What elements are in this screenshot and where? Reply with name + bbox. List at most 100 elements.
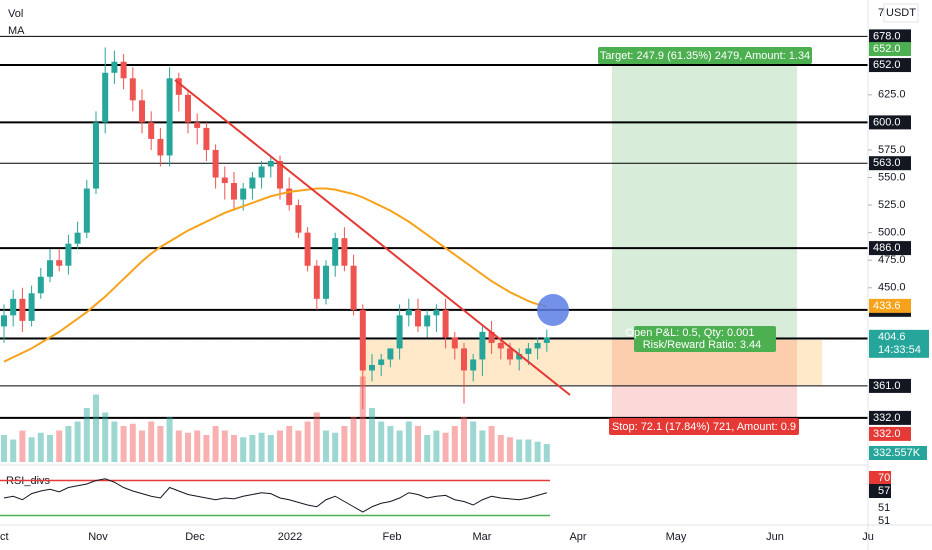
price-tag-box xyxy=(869,241,911,256)
candle-body xyxy=(10,298,17,316)
candle-body xyxy=(231,183,237,200)
candle-body xyxy=(120,61,127,79)
price-tag-box xyxy=(869,298,911,313)
candle-body xyxy=(304,232,311,266)
candle-body xyxy=(166,78,173,156)
trend-line xyxy=(174,79,571,396)
price-tag: 361.0 xyxy=(873,380,901,392)
candle-body xyxy=(194,122,201,128)
volume-bar xyxy=(139,430,145,462)
last-price-box xyxy=(869,329,929,358)
volume-bar xyxy=(479,430,486,462)
volume-bar xyxy=(359,376,366,462)
candle-body xyxy=(378,359,385,365)
x-tick-label: Ju xyxy=(862,531,874,543)
volume-bar xyxy=(424,435,431,462)
y-tick-label: 625.0 xyxy=(878,89,906,101)
price-tag: 600.0 xyxy=(873,116,901,128)
pnl-box xyxy=(634,326,776,352)
candle-body xyxy=(249,177,256,189)
volume-bar xyxy=(516,439,523,462)
candle-body xyxy=(295,205,302,233)
candle-body xyxy=(332,238,339,266)
interval: 7 xyxy=(878,7,884,19)
x-tick-label: Dec xyxy=(185,531,205,543)
volume-bar xyxy=(249,435,256,462)
candle-body xyxy=(525,348,532,354)
x-tick-label: Mar xyxy=(473,531,492,543)
volume-bar xyxy=(286,426,293,462)
y-tick-label: 450.0 xyxy=(878,282,906,294)
candle-body xyxy=(313,265,320,299)
price-tag: 652.0 xyxy=(873,43,901,55)
countdown: 14:33:54 xyxy=(878,344,921,356)
candle-body xyxy=(479,331,486,360)
candle-body xyxy=(19,298,26,321)
candle-body xyxy=(488,331,495,343)
volume-bar xyxy=(185,432,191,462)
volume-bar xyxy=(507,437,513,462)
candle-body xyxy=(1,315,7,327)
candle-body xyxy=(37,276,44,294)
candle-body xyxy=(359,309,366,371)
candle-body xyxy=(83,188,90,233)
volume-bar xyxy=(111,421,118,462)
rsi-tag: 70 xyxy=(878,472,890,484)
candle-body xyxy=(543,337,550,343)
volume-bar xyxy=(332,432,339,462)
y-tick-label: 575.0 xyxy=(878,144,906,156)
target-label: Target: 247.9 (61.35%) 2479, Amount: 1.3… xyxy=(600,50,810,62)
volume-bar xyxy=(405,421,412,462)
price-tag: 433.6 xyxy=(873,300,901,312)
candle-body xyxy=(369,364,375,371)
price-tag-box xyxy=(869,410,911,425)
volume-bar xyxy=(231,435,237,462)
volume-bar xyxy=(313,412,320,462)
volume-bar xyxy=(175,430,182,462)
candle-body xyxy=(74,232,81,244)
volume-bar xyxy=(56,430,63,462)
stop-label-box xyxy=(609,418,799,435)
rr-label: Risk/Reward Ratio: 3.44 xyxy=(643,339,762,351)
highlight-circle xyxy=(537,294,569,326)
candle-body xyxy=(203,127,210,150)
volume-bar xyxy=(543,444,550,462)
candle-body xyxy=(433,309,440,316)
candle-body xyxy=(415,309,421,327)
volume-bar xyxy=(194,430,201,462)
volume-bar xyxy=(295,430,302,462)
price-tag-box xyxy=(869,115,911,130)
volume-bar xyxy=(277,430,283,462)
volume-bar xyxy=(369,408,375,462)
candle-body xyxy=(47,260,53,277)
volume-bar xyxy=(166,417,173,462)
price-tag-box xyxy=(869,426,911,441)
volume-bar xyxy=(396,430,403,462)
price-tag: 332.0 xyxy=(873,428,901,440)
volume-bar xyxy=(451,426,458,462)
volume-bar xyxy=(350,417,357,462)
candle-body xyxy=(148,122,155,139)
price-tag: 486.0 xyxy=(873,242,901,254)
volume-bar xyxy=(304,421,311,462)
price-tag-box xyxy=(869,29,911,44)
candle-body xyxy=(129,78,136,101)
x-tick-label: May xyxy=(666,531,687,543)
legend-vol: Vol xyxy=(8,8,23,20)
volume-bar xyxy=(240,437,247,462)
stop-label: Stop: 72.1 (17.84%) 721, Amount: 0.9 xyxy=(612,421,796,433)
volume-bar xyxy=(378,421,385,462)
price-tag: 563.0 xyxy=(873,157,901,169)
candle-body xyxy=(461,348,467,371)
candle-body xyxy=(470,359,477,371)
ma-line xyxy=(3,187,548,363)
rsi-line xyxy=(3,478,547,513)
candle-body xyxy=(405,309,412,316)
x-tick-label: Feb xyxy=(383,531,402,543)
rsi-tag: 51 xyxy=(878,502,890,514)
volume-bar xyxy=(37,432,44,462)
volume-bar xyxy=(65,426,72,462)
candle-body xyxy=(451,337,458,349)
legend-ma: MA xyxy=(8,25,25,37)
x-tick-label: Jun xyxy=(766,531,784,543)
